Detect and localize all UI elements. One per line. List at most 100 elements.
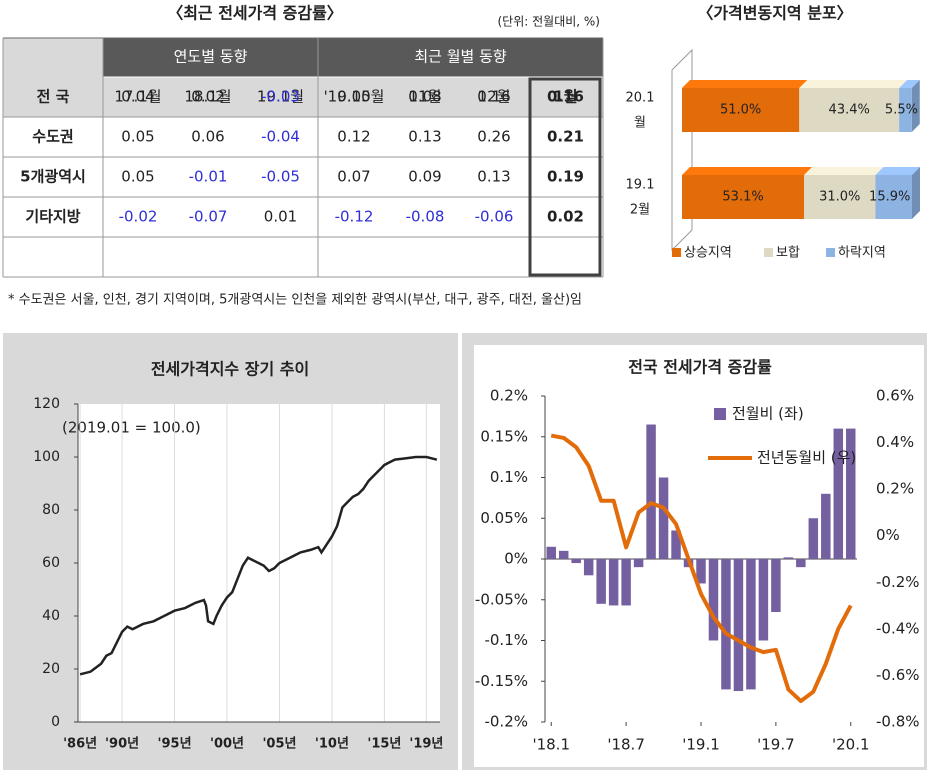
y2-tick-label: -0.8% [876, 713, 920, 731]
x-tick-label: '00년 [210, 737, 244, 752]
bar [796, 559, 806, 568]
bar [771, 559, 781, 612]
row-label: 기타지방 [25, 208, 80, 226]
category-label: 2월 [630, 203, 650, 218]
cell: -0.04 [261, 128, 300, 146]
cell: -0.07 [189, 208, 228, 226]
bar-segment [899, 88, 912, 132]
bar-side [912, 167, 920, 219]
y-tick-label: 0.1% [490, 468, 528, 486]
cell: 0.12 [337, 128, 370, 146]
legend-swatch [764, 248, 773, 257]
legend-label: 보합 [776, 246, 800, 261]
yoy-line [550, 433, 853, 704]
category-label: 월 [634, 116, 646, 131]
y-tick-label: -0.15% [475, 672, 528, 690]
y-tick-label: 0.05% [480, 509, 528, 527]
y-tick-label: 80 [42, 502, 60, 518]
bar-top [799, 80, 908, 88]
bar-top [682, 80, 808, 88]
x-tick-label: '18.7 [607, 736, 645, 754]
cell: -0.08 [406, 208, 445, 226]
bar-segment [804, 175, 876, 219]
bar [696, 559, 706, 584]
cell: -0.01 [189, 168, 228, 186]
value-label: 31.0% [819, 190, 860, 205]
footnote: * 수도권은 서울, 인천, 경기 지역이며, 5개광역시는 인천을 제외한 광… [8, 293, 582, 308]
column-header: 12월 [478, 88, 511, 106]
legend-swatch [714, 408, 726, 420]
bar-title: 〈가격변동지역 분포〉 [697, 4, 852, 23]
bar [546, 546, 556, 559]
bar [596, 559, 606, 604]
line-annotation: (2019.01 = 100.0) [62, 419, 201, 437]
legend-swatch [826, 248, 835, 257]
category-label: 19.1 [626, 178, 655, 193]
x-tick-label: '86년 [63, 737, 97, 752]
bar-segment [682, 88, 800, 132]
bar-segment [682, 175, 805, 219]
cell: 0.06 [191, 128, 224, 146]
y-tick-label: 120 [33, 396, 60, 412]
column-header: 17.1월 [114, 88, 161, 106]
bar [621, 559, 631, 606]
bar [821, 493, 831, 559]
cell: -0.12 [335, 208, 374, 226]
cell: 0.05 [121, 128, 154, 146]
value-label: 43.4% [829, 103, 870, 118]
column-header: 18.1월 [184, 88, 231, 106]
bar [833, 428, 844, 559]
combo-inner [474, 345, 924, 767]
bar-segment [875, 175, 912, 219]
bar [733, 559, 744, 692]
table-unit: (단위: 전월대비, %) [498, 15, 601, 29]
bar [721, 559, 731, 690]
cell: 0.08 [408, 88, 441, 106]
table-header-bg [103, 38, 603, 77]
x-tick-label: '10년 [315, 737, 349, 752]
legend-label: 전월비 (좌) [732, 405, 804, 423]
index-line [79, 455, 438, 676]
bar [846, 428, 856, 559]
y-tick-label: 0.15% [480, 427, 528, 445]
y-tick-label: -0.2% [484, 713, 528, 731]
y2-tick-label: -0.6% [876, 666, 920, 684]
bar [758, 559, 769, 641]
group-header: 최근 월별 동향 [414, 48, 507, 66]
cell: 0.09 [408, 168, 441, 186]
cell: 0.01 [264, 208, 297, 226]
bar-top [899, 80, 920, 88]
table-title: 〈최근 전세가격 증감률〉 [167, 4, 343, 23]
x-tick-label: '19.7 [757, 736, 795, 754]
table-corner [3, 38, 103, 77]
cell: 0.05 [121, 168, 154, 186]
cell: 0.21 [547, 128, 584, 146]
y2-tick-label: -0.4% [876, 619, 920, 637]
bar-segment [799, 88, 900, 132]
cell: 0.16 [547, 88, 584, 106]
x-tick-label: '95년 [158, 737, 192, 752]
cell: 0.13 [408, 128, 441, 146]
y2-tick-label: 0.4% [876, 433, 914, 451]
column-header: 1월 [553, 88, 577, 106]
bar-top [682, 167, 813, 175]
x-tick-label: '20.1 [832, 736, 870, 754]
legend-label: 하락지역 [838, 246, 886, 261]
legend-swatch [672, 248, 681, 257]
cell: 0.26 [477, 128, 510, 146]
y-tick-label: 40 [42, 608, 60, 624]
bar [746, 559, 756, 690]
bar-top [875, 167, 920, 175]
cell: 0.04 [121, 88, 154, 106]
y2-tick-label: 0.6% [876, 387, 914, 405]
bar [558, 550, 569, 559]
category-label: 20.1 [626, 91, 655, 106]
y2-tick-label: 0% [876, 526, 900, 544]
bar [658, 477, 669, 559]
value-label: 51.0% [720, 103, 761, 118]
y-tick-label: 60 [42, 555, 60, 571]
y-tick-label: 0.2% [490, 387, 528, 405]
row-label: 수도권 [32, 128, 73, 146]
bar [646, 424, 656, 559]
cell: -0.02 [119, 208, 158, 226]
